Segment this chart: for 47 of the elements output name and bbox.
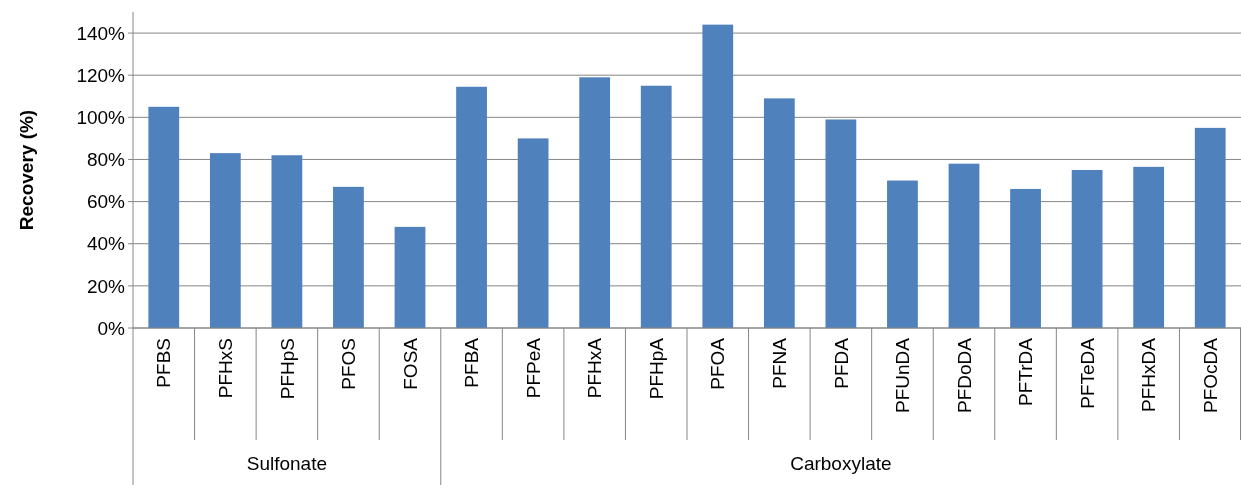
- y-tick-label: 140%: [76, 22, 126, 44]
- text: Sulfonate: [246, 453, 328, 474]
- bar: [209, 153, 241, 328]
- bar: [1194, 127, 1226, 328]
- x-tick-label: PFHxDA: [1138, 337, 1160, 412]
- bar: [394, 226, 426, 328]
- y-tick-label: 20%: [86, 275, 126, 297]
- y-axis-title: Recovery (%): [16, 109, 37, 231]
- x-tick-label: PFDoDA: [953, 337, 975, 413]
- x-tick-label: FOSA: [399, 337, 421, 390]
- bar: [271, 155, 303, 328]
- y-tick-label: 40%: [86, 233, 126, 255]
- y-tick-label: 100%: [76, 106, 126, 128]
- x-tick-label: PFBA: [461, 337, 483, 388]
- y-tick-label: 60%: [86, 191, 126, 213]
- x-tick-label: PFUnDA: [892, 337, 914, 413]
- y-tick-label: 80%: [86, 149, 126, 171]
- x-tick-label: PFHpA: [645, 337, 667, 400]
- bar: [1071, 170, 1103, 328]
- bar: [456, 86, 487, 328]
- bar: [333, 186, 364, 328]
- x-tick-label: PFTrDA: [1015, 337, 1037, 406]
- bar: [702, 24, 734, 328]
- bar: [825, 119, 857, 328]
- x-tick-label: PFPeA: [522, 337, 544, 399]
- bar: [517, 138, 549, 328]
- y-tick-label: 120%: [76, 64, 126, 86]
- x-tick-label: PFOS: [338, 338, 360, 390]
- bar: [948, 163, 980, 328]
- y-tick-label: 0%: [97, 317, 126, 339]
- x-tick-label: PFTeDA: [1076, 337, 1098, 409]
- x-tick-label: PFOcDA: [1199, 337, 1221, 413]
- text: Carboxylate: [790, 453, 892, 474]
- bar: [887, 180, 918, 328]
- bar: [640, 85, 672, 328]
- x-tick-label: PFHpS: [276, 338, 298, 400]
- bar: [1133, 166, 1165, 328]
- bar: [579, 77, 611, 328]
- x-tick-label: PFNA: [768, 337, 790, 389]
- bar: [1010, 188, 1041, 328]
- bar: [148, 106, 180, 328]
- bar: [763, 98, 795, 328]
- x-tick-label: PFDA: [830, 337, 852, 389]
- x-tick-label: PFHxS: [214, 338, 236, 399]
- x-tick-label: PFHxA: [584, 337, 606, 399]
- x-tick-label: PFOA: [707, 337, 729, 390]
- x-tick-label: PFBS: [153, 338, 175, 388]
